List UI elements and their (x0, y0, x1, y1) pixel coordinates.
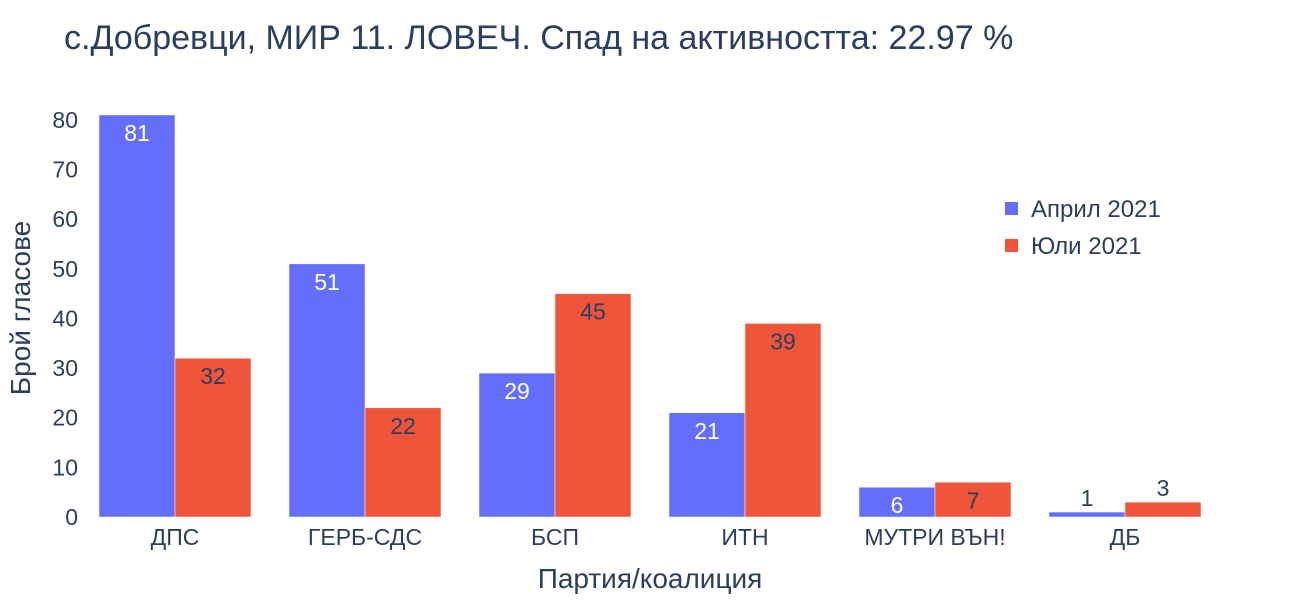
bar-value-label: 29 (504, 378, 530, 404)
y-tick-label: 60 (52, 206, 78, 232)
bar-value-label: 6 (891, 492, 904, 518)
legend-swatch (1005, 239, 1018, 252)
bar-value-label: 51 (314, 269, 340, 295)
chart-title: с.Добревци, МИР 11. ЛОВЕЧ. Спад на актив… (64, 19, 1013, 57)
bar-value-label: 45 (580, 299, 606, 325)
y-axis-title: Брой гласове (5, 221, 36, 395)
bar (668, 412, 746, 518)
bar (744, 323, 822, 518)
bar (364, 407, 442, 518)
bar (858, 486, 936, 518)
bar-value-label: 3 (1157, 475, 1170, 501)
bar-value-label: 32 (200, 363, 226, 389)
x-axis-ticks: ДПС ГЕРБ-СДС БСП ИТН МУТРИ ВЪН! ДБ (151, 524, 1141, 550)
y-axis-ticks: 0 10 20 30 40 50 60 70 80 (52, 107, 78, 530)
x-tick-label: БСП (531, 524, 579, 550)
y-tick-label: 50 (52, 256, 78, 282)
bar-value-label: 1 (1081, 485, 1094, 511)
x-tick-label: ДПС (151, 524, 200, 550)
y-tick-label: 0 (65, 504, 78, 530)
bar (554, 293, 632, 518)
x-tick-label: ИТН (721, 524, 768, 550)
y-tick-label: 20 (52, 405, 78, 431)
bars-layer: 81 32 51 22 29 45 21 39 6 7 1 3 (98, 114, 1202, 518)
y-axis-title-group: Брой гласове (5, 221, 36, 395)
y-tick-label: 80 (52, 107, 78, 133)
y-tick-label: 30 (52, 355, 78, 381)
x-tick-label: ДБ (1110, 524, 1141, 550)
bar (1048, 511, 1126, 518)
bar (174, 357, 252, 518)
bar (98, 114, 176, 518)
legend-swatch (1005, 202, 1018, 215)
bar-value-label: 7 (967, 487, 980, 513)
legend-label: Април 2021 (1031, 196, 1161, 223)
bar-value-label: 22 (390, 413, 416, 439)
bar-value-label: 81 (124, 120, 150, 146)
y-tick-label: 10 (52, 454, 78, 480)
x-tick-label: ГЕРБ-СДС (308, 524, 422, 550)
bar-value-label: 21 (694, 418, 720, 444)
bar (934, 482, 1012, 518)
bar-value-label: 39 (770, 328, 796, 354)
y-tick-label: 70 (52, 157, 78, 183)
x-tick-label: МУТРИ ВЪН! (864, 524, 1005, 550)
bar (1124, 501, 1202, 518)
legend-label: Юли 2021 (1031, 233, 1142, 260)
x-axis-title: Партия/коалиция (538, 563, 763, 594)
bar (478, 372, 556, 518)
legend: Април 2021 Юли 2021 (1005, 196, 1161, 260)
y-tick-label: 40 (52, 305, 78, 331)
bar (288, 263, 366, 518)
